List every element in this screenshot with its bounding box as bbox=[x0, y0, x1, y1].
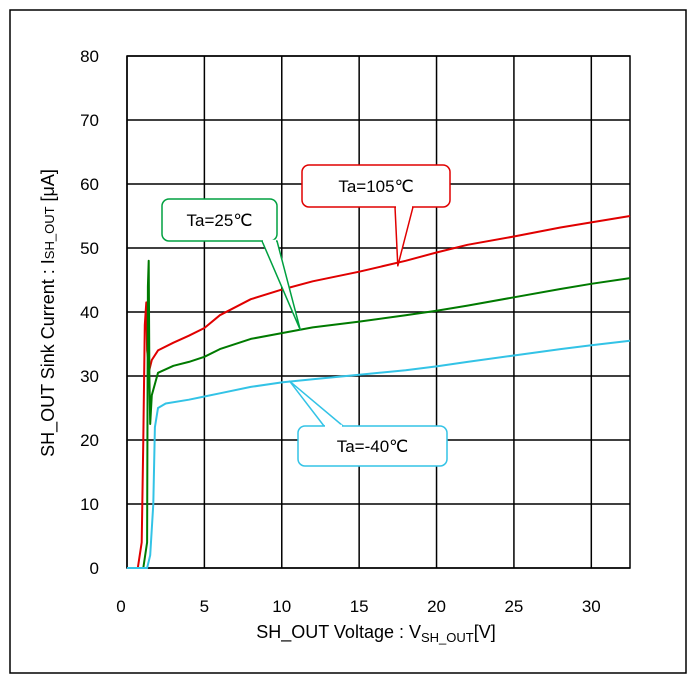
x-tick-labels: 0 5 10 15 20 25 30 bbox=[116, 597, 601, 616]
callout-ta-minus-40c: Ta=-40℃ bbox=[288, 380, 448, 467]
y-tick-label-40: 40 bbox=[80, 303, 99, 322]
x-tick-label-15: 15 bbox=[350, 597, 369, 616]
callout-ta-25c: Ta=25℃ bbox=[161, 198, 302, 331]
callouts: Ta=105℃ Ta=25℃ Ta=-40℃ bbox=[161, 164, 451, 467]
callout-ta-105c: Ta=105℃ bbox=[301, 164, 451, 267]
y-tick-label-50: 50 bbox=[80, 239, 99, 258]
series-line-ta-25c bbox=[127, 259, 631, 569]
series-line-ta-105c bbox=[127, 215, 631, 569]
plot-area bbox=[126, 55, 631, 569]
callout-box bbox=[161, 198, 278, 242]
y-tick-label-0: 0 bbox=[90, 559, 99, 578]
x-tick-label-30: 30 bbox=[582, 597, 601, 616]
y-tick-label-60: 60 bbox=[80, 175, 99, 194]
x-tick-label-20: 20 bbox=[427, 597, 446, 616]
x-tick-label-25: 25 bbox=[504, 597, 523, 616]
y-tick-label-10: 10 bbox=[80, 495, 99, 514]
y-tick-label-20: 20 bbox=[80, 431, 99, 450]
y-axis-label: SH_OUT Sink Current : ISH_OUT [μA] bbox=[38, 169, 59, 457]
callout-box bbox=[301, 164, 451, 208]
callout-box bbox=[297, 425, 448, 467]
callout-label: Ta=-40℃ bbox=[337, 437, 409, 456]
y-tick-labels: 0 10 20 30 40 50 60 70 80 bbox=[80, 47, 99, 578]
series-group bbox=[127, 215, 631, 569]
series-line-ta-minus-40c bbox=[127, 339, 631, 569]
x-tick-label-5: 5 bbox=[200, 597, 209, 616]
plot-frame bbox=[126, 55, 631, 569]
x-tick-label-10: 10 bbox=[272, 597, 291, 616]
x-tick-label-0: 0 bbox=[116, 597, 125, 616]
y-tick-label-30: 30 bbox=[80, 367, 99, 386]
x-axis-label: SH_OUT Voltage : VSH_OUT[V] bbox=[256, 622, 496, 645]
y-tick-label-80: 80 bbox=[80, 47, 99, 66]
callout-label: Ta=105℃ bbox=[338, 177, 413, 196]
callout-label: Ta=25℃ bbox=[187, 211, 253, 230]
y-tick-label-70: 70 bbox=[80, 111, 99, 130]
